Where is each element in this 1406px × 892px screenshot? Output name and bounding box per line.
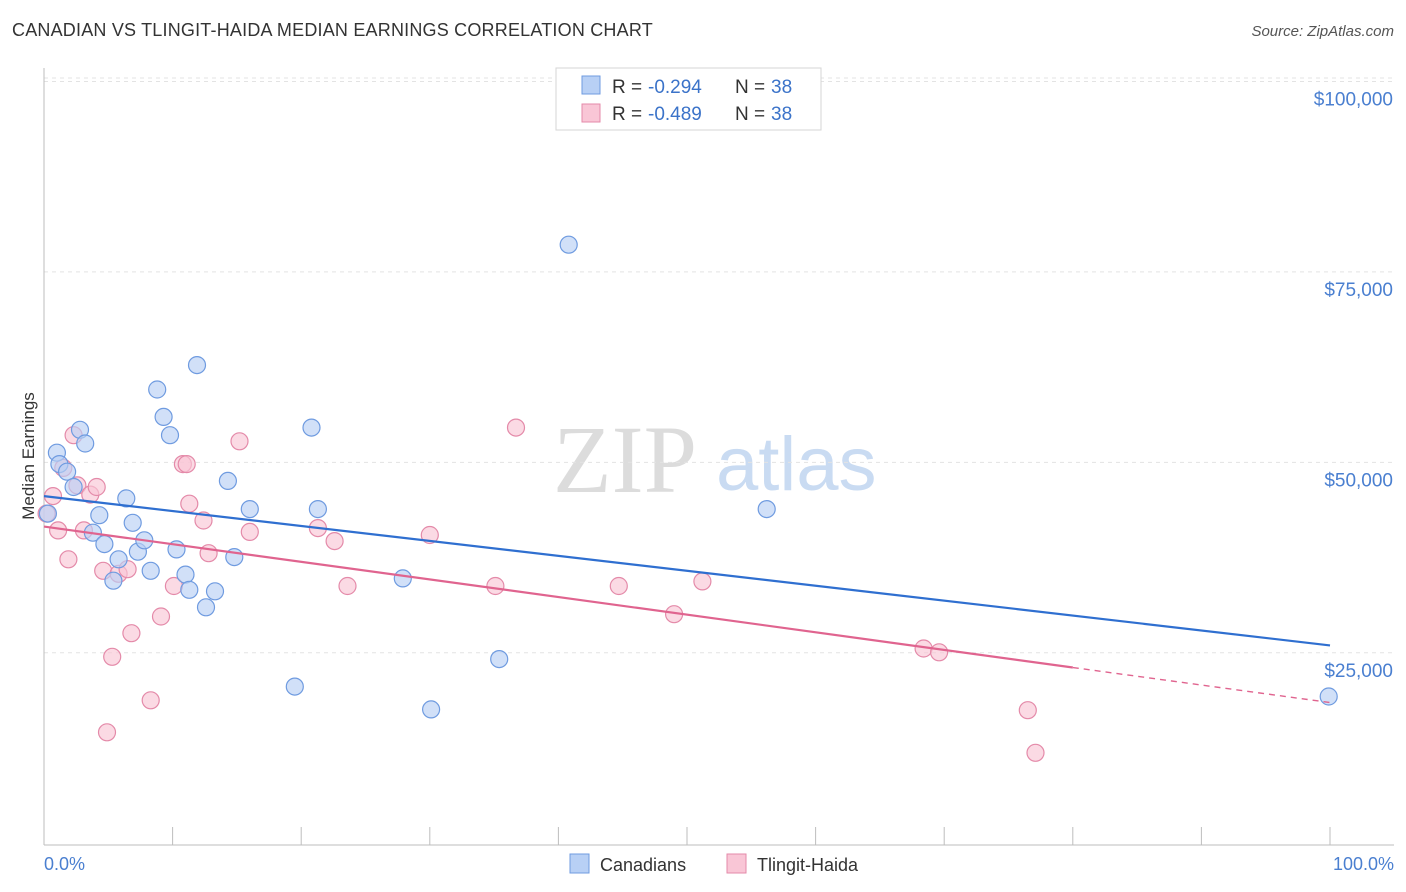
tlingit-haida-point-29 (420, 525, 439, 545)
canadians-point-10 (104, 571, 123, 590)
tlingit-haida-point-25 (240, 522, 259, 542)
legend-n-label-canadians: N = (735, 77, 765, 98)
canadians-point-19 (160, 426, 180, 445)
tlingit-haida-point-28 (338, 576, 357, 596)
legend-swatch-tlingit (581, 103, 601, 123)
legend-n-value-canadians: 38 (771, 77, 792, 98)
tlingit-haida-point-31 (506, 418, 526, 437)
canadians-point-30 (302, 418, 321, 437)
canadians-point-9 (95, 534, 114, 554)
tlingit-haida-point-16 (141, 691, 160, 710)
canadians-point-33 (422, 700, 441, 719)
gridlines (44, 77, 1394, 654)
canadians-point-11 (109, 550, 128, 569)
canadians-point-4 (64, 477, 83, 497)
legend-r-value-canadians: -0.294 (648, 77, 702, 98)
watermark-zip: ZIP (553, 406, 697, 513)
series-legend: Canadians Tlingit-Haida (569, 853, 859, 875)
canadians-point-31 (308, 500, 327, 519)
tlingit-haida-point-22 (194, 511, 213, 530)
bottom-legend-canadians: Canadians (600, 855, 686, 875)
trend-line-tlingit-solid (43, 525, 1073, 669)
canadians-point-16 (141, 561, 160, 580)
canadians-point-0 (38, 504, 58, 523)
canadians-point-12 (117, 489, 136, 508)
y-tick-label-25000: $25,000 (1324, 661, 1393, 682)
canadians-point-21 (176, 565, 195, 584)
tlingit-haida-point-34 (693, 572, 712, 591)
watermark: ZIP atlas (553, 406, 877, 513)
canadians-point-18 (154, 407, 173, 426)
trend-line-tlingit-dashed (1072, 666, 1331, 704)
canadians-point-17 (148, 380, 167, 399)
legend-r-label-canadians: R = (612, 77, 642, 98)
tlingit-haida-point-20 (177, 455, 196, 474)
tlingit-haida-point-37 (1018, 701, 1037, 720)
canadians-point-3 (57, 462, 77, 481)
bottom-legend-swatch-tlingit (726, 853, 747, 874)
tlingit-haida-point-4 (59, 550, 78, 569)
y-tick-labels: $25,000 $50,000 $75,000 $100,000 (1314, 89, 1393, 681)
tlingit-haida-point-12 (103, 647, 122, 666)
tlingit-haida-point-38 (1026, 743, 1045, 762)
tlingit-haida-point-9 (87, 477, 106, 497)
canadians-point-6 (76, 434, 95, 453)
legend-n-label-tlingit: N = (735, 104, 765, 125)
tlingit-haida-point-15 (122, 624, 141, 643)
x-tick-label-min: 0.0% (44, 854, 85, 874)
legend-r-value-tlingit: -0.489 (648, 104, 702, 125)
tlingit-haida-point-32 (609, 576, 628, 596)
bottom-legend-tlingit: Tlingit-Haida (757, 855, 859, 875)
tlingit-haida-point-24 (230, 432, 249, 451)
canadians-point-8 (90, 506, 109, 525)
trend-lines (43, 495, 1331, 704)
canadians-point-26 (218, 471, 237, 490)
watermark-atlas: atlas (716, 422, 877, 507)
canadians-point-29 (285, 677, 304, 696)
tlingit-haida-point-21 (180, 494, 199, 513)
canadians-point-23 (187, 356, 207, 375)
tlingit-haida-point-36 (929, 643, 949, 662)
trend-line-canadians (43, 495, 1331, 647)
canadians-point-37 (1319, 687, 1338, 706)
canadians-point-24 (196, 598, 216, 617)
canadians-point-28 (240, 500, 259, 519)
legend-swatch-canadians (581, 75, 601, 95)
canadians-point-32 (393, 569, 412, 588)
x-tick-label-max: 100.0% (1333, 854, 1394, 874)
chart-source: Source: ZipAtlas.com (1251, 23, 1394, 40)
y-tick-label-100000: $100,000 (1314, 89, 1393, 110)
canadians-point-22 (180, 580, 199, 599)
legend-n-value-tlingit: 38 (771, 104, 792, 125)
tlingit-haida-point-30 (486, 576, 505, 596)
canadians-point-35 (559, 235, 578, 254)
bottom-legend-swatch-canadians (569, 853, 590, 874)
canadians-point-13 (123, 513, 142, 532)
tlingit-haida-point-27 (325, 531, 344, 551)
canadians-point-25 (205, 582, 225, 601)
y-tick-label-75000: $75,000 (1324, 280, 1393, 301)
canadians-point-34 (490, 649, 509, 669)
tlingit-haida-point-11 (97, 723, 117, 742)
legend-r-label-tlingit: R = (612, 104, 642, 125)
y-axis-label: Median Earnings (19, 392, 38, 520)
x-axis-ticks (43, 827, 1331, 845)
canadians-point-36 (757, 500, 776, 519)
y-tick-label-50000: $50,000 (1324, 470, 1393, 491)
chart-title: CANADIAN VS TLINGIT-HAIDA MEDIAN EARNING… (12, 20, 653, 40)
tlingit-haida-point-17 (151, 607, 171, 626)
correlation-legend: R = -0.294 N = 38 R = -0.489 N = 38 (555, 67, 822, 131)
